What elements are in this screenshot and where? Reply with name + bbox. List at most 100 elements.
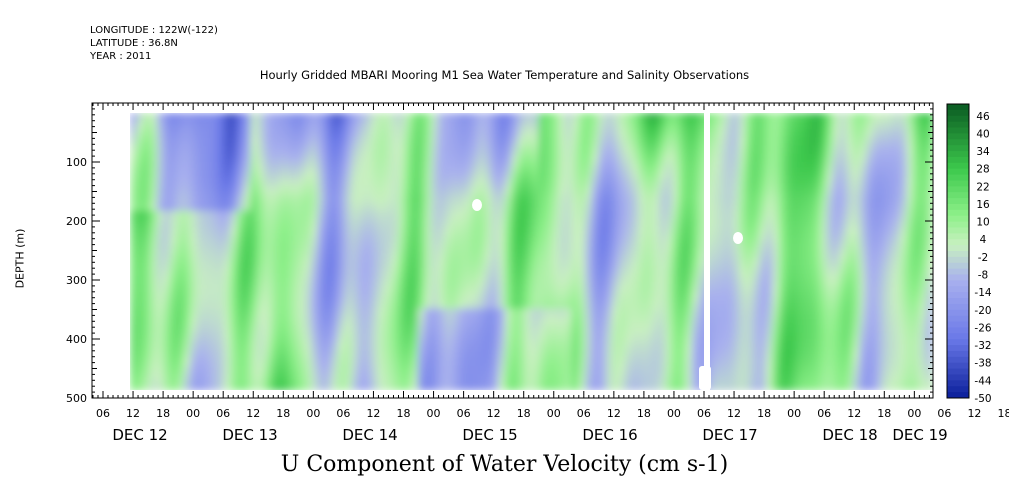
heatmap-cell — [357, 308, 366, 318]
heatmap-cell — [598, 145, 606, 155]
heatmap-cell — [290, 113, 299, 122]
heatmap-cell — [210, 373, 218, 383]
heatmap-cell — [464, 357, 473, 367]
heatmap-cell — [390, 121, 399, 131]
heatmap-cell — [417, 194, 426, 204]
heatmap-cell — [471, 284, 479, 294]
heatmap-cell — [411, 308, 419, 318]
heatmap-cell — [558, 235, 566, 245]
heatmap-cell — [310, 381, 319, 390]
heatmap-cell — [578, 349, 586, 359]
heatmap-cell — [377, 332, 386, 342]
heatmap-cell — [658, 202, 667, 212]
heatmap-cell — [237, 251, 245, 261]
heatmap-cell — [551, 153, 560, 163]
heatmap-cell — [444, 129, 452, 139]
heatmap-cell — [618, 243, 626, 253]
heatmap-cell — [290, 373, 299, 383]
heatmap-cell — [906, 275, 914, 285]
heatmap-cell — [712, 243, 720, 253]
heatmap-cell — [170, 308, 178, 318]
heatmap-cell — [899, 129, 908, 139]
heatmap-cell — [203, 161, 212, 171]
heatmap-cell — [498, 210, 506, 220]
heatmap-cell — [611, 227, 620, 237]
heatmap-cell — [899, 308, 908, 318]
heatmap-cell — [919, 194, 928, 204]
heatmap-cell — [759, 113, 767, 122]
heatmap-cell — [511, 202, 519, 212]
heatmap-cell — [290, 243, 299, 253]
heatmap-cell — [424, 284, 432, 294]
heatmap-cell — [250, 308, 258, 318]
heatmap-cell — [190, 324, 198, 334]
heatmap-cell — [892, 145, 901, 155]
heatmap-cell — [270, 267, 279, 277]
heatmap-cell — [397, 186, 406, 196]
colorbar-band — [947, 156, 969, 164]
heatmap-cell — [344, 349, 352, 359]
heatmap-cell — [631, 137, 640, 147]
heatmap-cell — [551, 161, 560, 171]
heatmap-cell — [591, 365, 600, 375]
heatmap-cell — [317, 235, 325, 245]
heatmap-cell — [585, 202, 593, 212]
heatmap-cell — [471, 129, 479, 139]
heatmap-cell — [732, 267, 740, 277]
heatmap-cell — [631, 251, 640, 261]
heatmap-cell — [672, 365, 680, 375]
heatmap-cell — [150, 170, 158, 179]
heatmap-cell — [143, 178, 151, 188]
heatmap-cell — [578, 292, 586, 302]
heatmap-cell — [799, 275, 807, 285]
heatmap-cell — [732, 349, 740, 359]
heatmap-cell — [404, 332, 412, 342]
heatmap-cell — [692, 129, 700, 139]
heatmap-cell — [437, 357, 446, 367]
heatmap-cell — [337, 292, 345, 302]
heatmap-cell — [926, 161, 933, 171]
heatmap-cell — [203, 170, 212, 179]
heatmap-cell — [886, 324, 894, 334]
heatmap-cell — [417, 186, 426, 196]
heatmap-cell — [330, 357, 339, 367]
heatmap-cell — [337, 243, 345, 253]
heatmap-cell — [290, 316, 299, 326]
heatmap-cell — [718, 308, 727, 318]
heatmap-cell — [404, 235, 412, 245]
heatmap-cell — [665, 324, 673, 334]
heatmap-cell — [317, 324, 325, 334]
heatmap-cell — [404, 373, 412, 383]
heatmap-cell — [223, 121, 232, 131]
heatmap-cell — [832, 227, 841, 237]
heatmap-cell — [176, 137, 185, 147]
heatmap-cell — [196, 129, 205, 139]
heatmap-cell — [558, 341, 566, 351]
heatmap-cell — [886, 113, 894, 122]
heatmap-cell — [531, 202, 539, 212]
heatmap-cell — [344, 145, 352, 155]
heatmap-cell — [484, 202, 493, 212]
heatmap-cell — [484, 284, 493, 294]
heatmap-cell — [344, 153, 352, 163]
heatmap-cell — [277, 243, 285, 253]
heatmap-cell — [866, 259, 874, 269]
heatmap-cell — [237, 235, 245, 245]
heatmap-cell — [150, 316, 158, 326]
heatmap-cell — [605, 145, 613, 155]
heatmap-cell — [464, 259, 473, 269]
colorbar-label: -8 — [978, 270, 988, 282]
heatmap-cell — [832, 161, 841, 171]
heatmap-cell — [926, 300, 933, 310]
heatmap-cell — [564, 324, 573, 334]
heatmap-cell — [330, 365, 339, 375]
heatmap-cell — [377, 292, 386, 302]
heatmap-cell — [511, 153, 519, 163]
heatmap-cell — [538, 300, 546, 310]
heatmap-cell — [424, 210, 432, 220]
heatmap-cell — [263, 357, 272, 367]
heatmap-cell — [176, 227, 185, 237]
heatmap-cell — [618, 357, 626, 367]
heatmap-cell — [257, 137, 265, 147]
heatmap-cell — [645, 210, 653, 220]
